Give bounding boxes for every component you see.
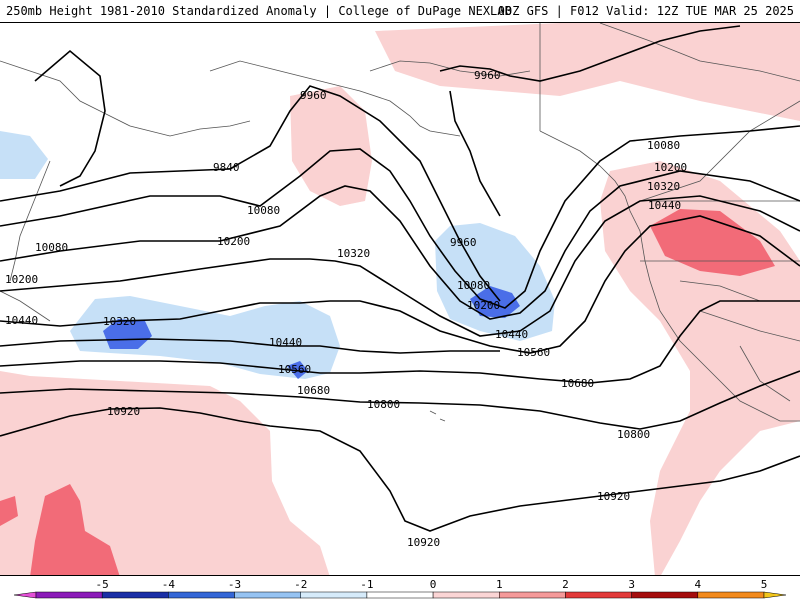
colorbar-segments [13, 591, 787, 599]
map-panel: 9840 9960 9960 9960 10080 10080 10080 10… [0, 22, 800, 576]
model-run-label: 00Z GFS | F012 Valid: 12Z TUE MAR 25 202… [497, 4, 794, 18]
colorbar-segment [499, 591, 566, 599]
anomaly-area [103, 319, 152, 349]
colorbar-segment [101, 591, 169, 599]
colorbar-tick-label: 2 [562, 578, 569, 591]
contour-label: 10200 [467, 299, 500, 312]
contour-label: 10320 [337, 247, 370, 260]
anomaly-area [0, 131, 48, 179]
map-title: 250mb Height 1981-2010 Standardized Anom… [6, 4, 512, 18]
contour-label: 10080 [247, 204, 280, 217]
colorbar-segment [35, 591, 103, 599]
contour-label: 10920 [407, 536, 440, 549]
contour-label: 10920 [597, 490, 630, 503]
colorbar-segment [366, 591, 434, 599]
colorbar-min-arrow [13, 591, 37, 599]
colorbar-segment [300, 591, 368, 599]
contour-label: 10440 [5, 314, 38, 327]
contour-label: 10080 [457, 279, 490, 292]
colorbar-max-arrow [763, 591, 787, 599]
colorbar-tick-label: 3 [628, 578, 635, 591]
coastline [209, 60, 461, 137]
contour-line [0, 370, 800, 430]
contour-line [0, 215, 800, 354]
contour-line [439, 25, 741, 82]
coastline [0, 290, 51, 322]
contour-label: 10320 [103, 315, 136, 328]
contour-label: 10800 [367, 398, 400, 411]
colorbar-tick-label: -5 [96, 578, 109, 591]
contour-line [0, 170, 800, 320]
contour-line [0, 85, 501, 302]
height-contours [0, 25, 800, 532]
colorbar-ticks: -5 -4 -3 -2 -1 0 1 2 3 4 5 [96, 578, 768, 591]
contour-label: 10680 [297, 384, 330, 397]
contour-label: 10080 [647, 139, 680, 152]
contour-label: 10800 [617, 428, 650, 441]
contour-line [34, 49, 106, 187]
contour-label: 10560 [517, 346, 550, 359]
contour-labels: 9840 9960 9960 9960 10080 10080 10080 10… [5, 69, 687, 549]
anomaly-area [435, 223, 555, 341]
colorbar-tick-label: -1 [360, 578, 373, 591]
anomaly-area [470, 286, 520, 318]
contour-line [0, 195, 800, 337]
anomaly-colorbar: -5 -4 -3 -2 -1 0 1 2 3 4 5 [0, 576, 800, 600]
contour-label: 9960 [300, 89, 327, 102]
coastlines [0, 23, 800, 422]
contour-label: 10200 [5, 273, 38, 286]
contour-label: 10920 [107, 405, 140, 418]
contour-label: 10080 [35, 241, 68, 254]
contour-label: 10440 [269, 336, 302, 349]
anomaly-area [375, 23, 800, 121]
coastline [369, 60, 531, 77]
coastline [539, 130, 800, 422]
contour-label: 9960 [474, 69, 501, 82]
height-anomaly-map: 9840 9960 9960 9960 10080 10080 10080 10… [0, 23, 800, 575]
contour-label: 10320 [647, 180, 680, 193]
contour-line [0, 407, 800, 532]
coastline [599, 23, 800, 82]
anomaly-area [30, 484, 120, 575]
colorbar-segment [697, 591, 765, 599]
contour-label: 9840 [213, 161, 240, 174]
contour-label: 10440 [495, 328, 528, 341]
colorbar-segment [565, 591, 632, 599]
coastline [699, 310, 800, 342]
contour-label: 9960 [450, 236, 477, 249]
contour-line [449, 90, 501, 217]
colorbar-tick-label: -3 [228, 578, 241, 591]
contour-label: 10440 [648, 199, 681, 212]
colorbar-segment [234, 591, 301, 599]
colorbar-tick-label: -2 [294, 578, 307, 591]
contour-label: 10560 [278, 363, 311, 376]
colorbar-tick-label: 4 [695, 578, 702, 591]
anomaly-area [290, 86, 372, 206]
contour-line [0, 338, 500, 354]
colorbar-graphic: -5 -4 -3 -2 -1 0 1 2 3 4 5 [13, 578, 787, 599]
colorbar-segment [631, 591, 699, 599]
contour-line [0, 125, 800, 309]
colorbar-segment [432, 591, 500, 599]
coastline [639, 100, 800, 202]
coastline [9, 160, 51, 282]
colorbar-tick-label: 1 [496, 578, 503, 591]
header: 250mb Height 1981-2010 Standardized Anom… [0, 0, 800, 22]
contour-label: 10680 [561, 377, 594, 390]
contour-label: 10200 [654, 161, 687, 174]
anomaly-area [0, 496, 18, 526]
colorbar-tick-label: -4 [162, 578, 176, 591]
contour-label: 10200 [217, 235, 250, 248]
anomaly-area [70, 296, 340, 379]
negative-anomaly-shading [0, 131, 555, 379]
coastline [739, 345, 791, 402]
contour-line [0, 300, 800, 384]
coastline [429, 410, 446, 422]
coastline [0, 60, 251, 137]
colorbar-tick-label: 0 [430, 578, 437, 591]
colorbar-tick-label: 5 [761, 578, 768, 591]
colorbar-segment [168, 591, 235, 599]
anomaly-area [650, 209, 775, 276]
